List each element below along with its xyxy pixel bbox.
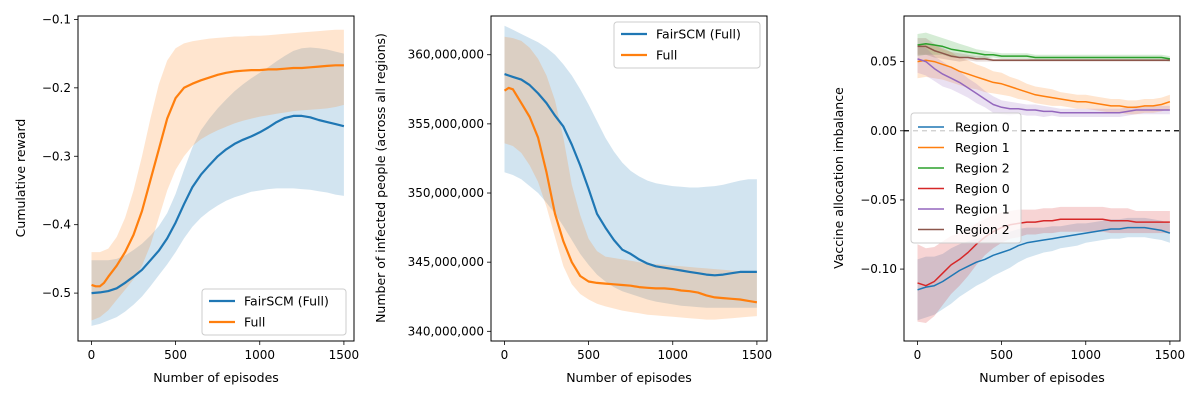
infected-chart: 0 500 1000 1500 340,000,000 345,000,000 350,00… [373,15,773,385]
y-tick-label: −0.5 [42,286,71,300]
reward-chart: 0 500 1000 1500 −0.5 −0.4 −0.3 −0.2 −0.1 Number … [13,12,359,385]
confidence-band [917,45,1170,117]
y-tick-label: 345,000,000 [408,255,484,269]
x-tick-label: 0 [914,348,922,362]
x-tick-label: 500 [577,348,600,362]
series-line [917,58,1170,114]
y-tick-label: −0.1 [42,12,71,26]
y-tick-label: 340,000,000 [408,324,484,338]
legend-box [613,21,761,69]
x-axis-label: Number of episodes [979,370,1105,385]
y-axis-label: Vaccine allocation imbalance [831,87,846,269]
legend-box [910,112,1022,244]
x-tick-label: 0 [88,348,96,362]
legend-label: FairSCM (Full) [244,294,329,309]
x-tick-label: 0 [501,348,509,362]
y-axis-label: Number of infected people (across all re… [373,33,388,323]
y-tick-label: 0.05 [870,55,897,69]
series-line [917,59,1171,109]
x-tick-label: 1000 [657,348,688,362]
legend-label: Full [656,48,677,63]
y-tick-label: −0.3 [42,149,71,163]
series-line [917,45,1170,62]
y-tick-label: 0.00 [870,124,897,138]
confidence-band [504,25,757,308]
legend-label: FairSCM (Full) [656,27,741,42]
y-tick-label: −0.2 [42,81,71,95]
legend-box [201,288,347,336]
series-line [91,114,345,295]
legend-label: Region 1 [955,202,1010,217]
legend: FairSCM (Full) Full [201,288,347,336]
legend-label: Region 2 [955,161,1010,176]
x-axis-label: Number of episodes [153,370,279,385]
series-line [503,86,758,304]
series-line [917,42,1171,60]
x-tick-label: 1500 [329,348,360,362]
legend-label: Full [244,315,265,330]
y-tick-label: 355,000,000 [408,117,484,131]
y-tick-label: 360,000,000 [408,48,484,62]
legend-label: Region 0 [955,120,1010,135]
y-tick-label: −0.10 [860,262,897,276]
y-tick-label: −0.05 [860,193,897,207]
x-axis-label: Number of episodes [566,370,692,385]
plot-frame [77,15,355,342]
x-tick-label: 1500 [742,348,773,362]
plot-frame [490,15,768,342]
x-tick-label: 500 [164,348,187,362]
x-tick-label: 1000 [1070,348,1101,362]
series-line [917,218,1170,287]
imbalance-chart: 0 500 1000 1500 −0.10 −0.05 0.00 0.05 Number of… [831,15,1186,385]
legend-label: Region 0 [955,181,1010,196]
legend: FairSCM (Full) Full [613,21,761,69]
y-axis-label: Cumulative reward [13,119,28,238]
x-tick-label: 500 [990,348,1013,362]
x-tick-label: 1000 [244,348,275,362]
legend: Region 0 Region 1 Region 2 Region 0 Region 1… [910,112,1022,244]
confidence-band [917,43,1170,115]
y-tick-label: 350,000,000 [408,186,484,200]
legend-label: Region 2 [955,222,1010,237]
y-tick-label: −0.4 [42,218,71,232]
plot-frame [903,15,1181,342]
series-line [917,226,1171,291]
series-line [504,73,757,277]
confidence-band [917,38,1170,62]
legend-label: Region 1 [955,140,1010,155]
x-tick-label: 1500 [1155,348,1186,362]
series-line [91,64,344,288]
confidence-band [91,29,344,321]
